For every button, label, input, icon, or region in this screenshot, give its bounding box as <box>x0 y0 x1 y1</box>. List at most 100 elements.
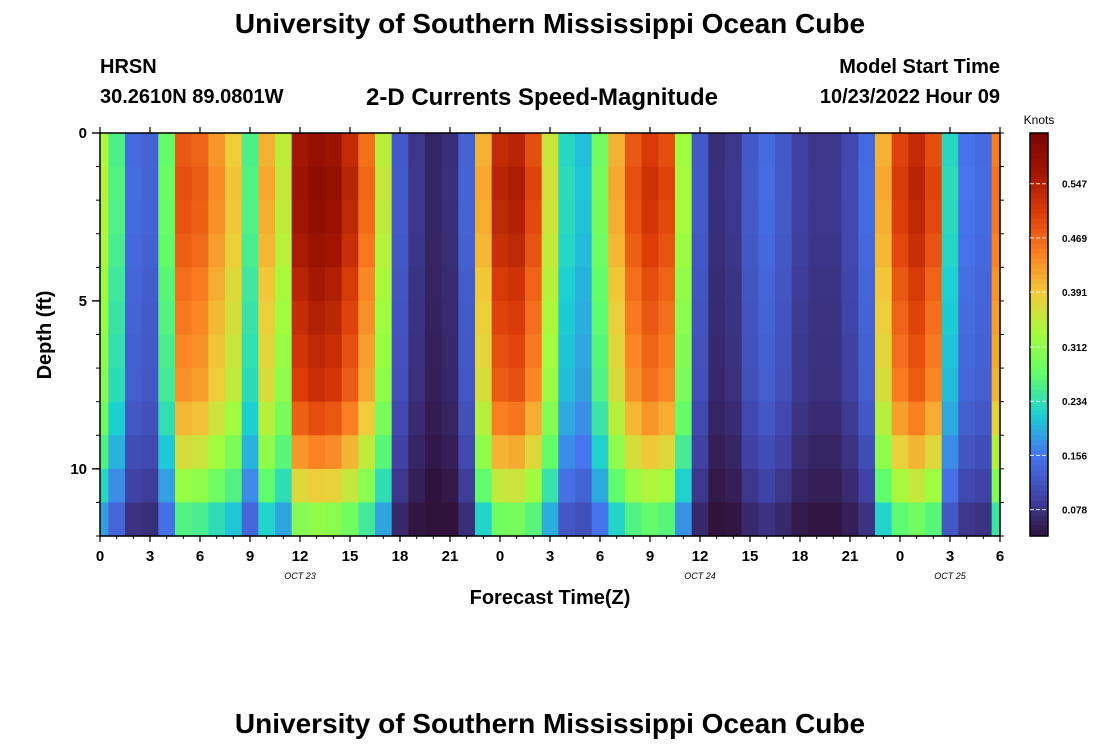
heatmap-cell <box>241 200 259 235</box>
heatmap-cell <box>591 468 609 504</box>
heatmap-cell <box>675 166 693 201</box>
heatmap-cell <box>291 200 309 235</box>
heatmap-cell <box>208 334 226 369</box>
heatmap-cell <box>825 133 843 168</box>
heatmap-cell <box>425 334 443 369</box>
model-start-label: Model Start Time <box>839 56 1000 78</box>
heatmap-cell <box>141 166 159 201</box>
heatmap-cell <box>275 502 293 537</box>
heatmap-cell <box>875 300 893 336</box>
colorbar-segment <box>1030 198 1048 205</box>
heatmap-cell <box>741 401 759 436</box>
model-start-value: 10/23/2022 Hour 09 <box>819 86 1000 108</box>
heatmap-cell <box>941 435 959 470</box>
heatmap-cell <box>308 300 326 336</box>
heatmap-cell <box>341 133 359 168</box>
heatmap-cell <box>175 435 193 470</box>
heatmap-cell <box>358 502 376 537</box>
heatmap-cell <box>108 401 126 436</box>
heatmap-cell <box>608 468 626 504</box>
heatmap-cell <box>491 233 509 268</box>
heatmap-cell <box>858 468 876 504</box>
heatmap-cell <box>425 200 443 235</box>
colorbar-segment <box>1030 384 1048 391</box>
date-label: OCT 25 <box>934 571 967 581</box>
colorbar-segment <box>1030 359 1048 366</box>
heatmap-cell <box>725 401 743 436</box>
heatmap-cell <box>908 300 926 336</box>
heatmap-cell <box>258 300 276 336</box>
heatmap-cell <box>925 334 943 369</box>
heatmap-cell <box>741 300 759 336</box>
x-tick-label: 15 <box>742 548 759 565</box>
heatmap-cell <box>125 334 143 369</box>
heatmap-cell <box>175 200 193 235</box>
colorbar-segment <box>1030 389 1048 396</box>
heatmap-cell <box>291 468 309 504</box>
colorbar-segment <box>1030 329 1048 336</box>
heatmap-cell <box>458 401 476 436</box>
heatmap-cell <box>841 502 859 537</box>
heatmap-cell <box>891 368 909 403</box>
heatmap-cell <box>308 133 326 168</box>
heatmap-cell <box>508 166 526 201</box>
heatmap-cell <box>875 468 893 504</box>
heatmap-cell <box>991 334 1001 369</box>
heatmap-cell <box>458 468 476 504</box>
date-label: OCT 24 <box>684 571 716 581</box>
heatmap-cell <box>958 368 976 403</box>
heatmap-cell <box>591 502 609 537</box>
heatmap-cell <box>558 435 576 470</box>
heatmap-cell <box>275 435 293 470</box>
heatmap-cell <box>441 166 459 201</box>
heatmap-cell <box>791 334 809 369</box>
heatmap-cell <box>158 468 176 504</box>
heatmap-cell <box>975 368 993 403</box>
heatmap-cell <box>791 133 809 168</box>
heatmap-cell <box>608 502 626 537</box>
page-title: University of Southern Mississippi Ocean… <box>234 8 866 39</box>
heatmap-cell <box>275 368 293 403</box>
heatmap-cell <box>658 233 676 268</box>
y-tick-label: 10 <box>70 461 87 478</box>
heatmap-cell <box>158 133 176 168</box>
heatmap-cell <box>658 133 676 168</box>
heatmap-cell <box>608 368 626 403</box>
heatmap-cell <box>691 300 709 336</box>
heatmap-cell <box>625 166 643 201</box>
heatmap-cell <box>125 435 143 470</box>
y-axis-label: Depth (ft) <box>34 291 56 380</box>
heatmap-cell <box>675 334 693 369</box>
heatmap-cell <box>325 368 343 403</box>
heatmap-cell <box>741 166 759 201</box>
heatmap-cell <box>558 468 576 504</box>
heatmap-cell <box>508 435 526 470</box>
heatmap-cell <box>325 334 343 369</box>
heatmap-cell <box>541 368 559 403</box>
heatmap-cell <box>958 267 976 302</box>
colorbar-segment <box>1030 188 1048 195</box>
heatmap-cell <box>408 401 426 436</box>
heatmap-cell <box>225 401 243 436</box>
colorbar-segment <box>1030 263 1048 270</box>
heatmap-cell <box>241 368 259 403</box>
heatmap-cell <box>358 401 376 436</box>
heatmap-cell <box>491 267 509 302</box>
heatmap-cell <box>575 133 593 168</box>
heatmap-cell <box>541 401 559 436</box>
heatmap-cell <box>691 435 709 470</box>
heatmap-cell <box>758 468 776 504</box>
heatmap-cell <box>100 334 109 369</box>
heatmap-cell <box>675 468 693 504</box>
heatmap-cell <box>425 300 443 336</box>
heatmap-cell <box>608 300 626 336</box>
heatmap-cell <box>541 435 559 470</box>
heatmap-cell <box>725 200 743 235</box>
heatmap-cell <box>375 368 393 403</box>
heatmap-cell <box>808 502 826 537</box>
heatmap-cell <box>791 368 809 403</box>
heatmap-cell <box>191 334 209 369</box>
heatmap-cell <box>791 267 809 302</box>
heatmap-cell <box>525 468 543 504</box>
heatmap-cell <box>708 435 726 470</box>
